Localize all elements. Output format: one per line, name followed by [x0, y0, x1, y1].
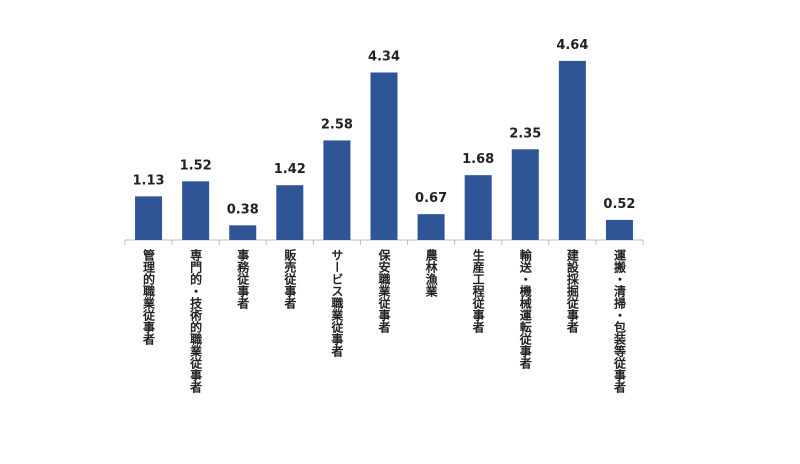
- x-tick-label: 輸送・機械運転従事者: [518, 248, 532, 370]
- bar: [370, 72, 398, 240]
- bar: [558, 60, 586, 241]
- x-tick-label: 販売従事者: [283, 248, 297, 310]
- x-tick-label: 建設採掘従事者: [565, 248, 579, 334]
- bar: [605, 219, 633, 240]
- value-label: 4.64: [556, 38, 588, 53]
- bar: [464, 175, 492, 240]
- value-label: 1.13: [133, 173, 165, 188]
- value-label: 0.38: [227, 202, 259, 217]
- x-tick-label: 保安職業従事者: [377, 248, 391, 334]
- bar: [511, 149, 539, 240]
- value-label: 0.67: [415, 191, 447, 206]
- value-label: 1.42: [274, 162, 306, 177]
- x-tick-label: 運搬・清掃・包装等従事者: [612, 249, 626, 394]
- value-label: 2.58: [321, 117, 353, 132]
- value-label: 1.68: [462, 152, 494, 167]
- x-tick-label: 生産工程従事者: [471, 248, 485, 334]
- bar: [276, 185, 304, 240]
- x-tick-label: 事務従事者: [236, 248, 250, 310]
- value-label: 0.52: [603, 197, 635, 212]
- x-tick-label: 農林漁業: [424, 248, 438, 298]
- value-label: 1.52: [180, 158, 212, 173]
- x-tick-label: 管理的職業従事者: [142, 248, 156, 346]
- bar: [323, 140, 351, 240]
- x-tick-label: サービス職業従事者: [330, 249, 344, 358]
- bar: [417, 214, 445, 240]
- bar: [182, 181, 210, 240]
- value-label: 4.34: [368, 49, 400, 64]
- value-label: 2.35: [509, 126, 541, 141]
- bar: [135, 196, 163, 240]
- x-tick-label: 専門的・技術的職業従事者: [189, 248, 203, 394]
- bar: [229, 225, 257, 240]
